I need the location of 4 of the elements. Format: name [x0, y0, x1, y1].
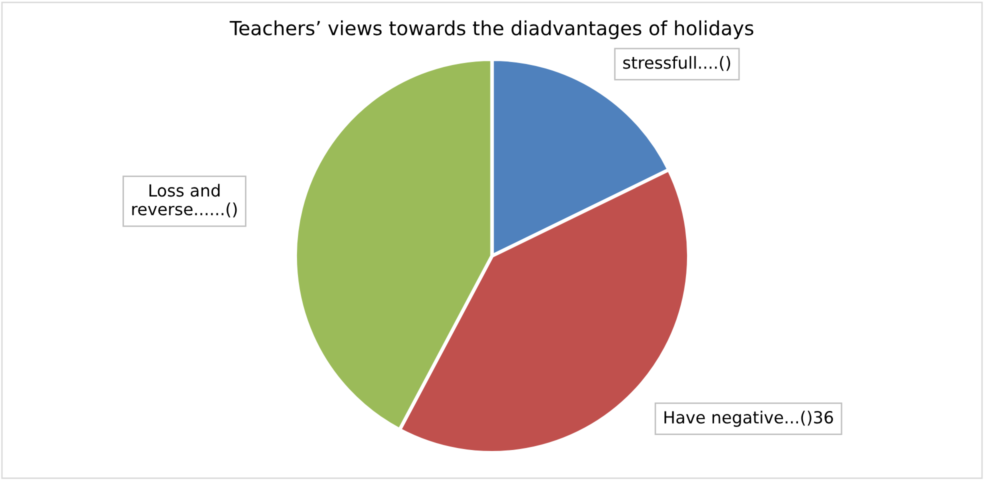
slice-label: stressfull....() [623, 56, 730, 71]
chart-title: Teachers’ views towards the diadvantages of holidays [230, 20, 754, 40]
slice-label: Loss and reverse......() [132, 184, 237, 218]
slice-label: Have negative...()36 [664, 410, 833, 427]
